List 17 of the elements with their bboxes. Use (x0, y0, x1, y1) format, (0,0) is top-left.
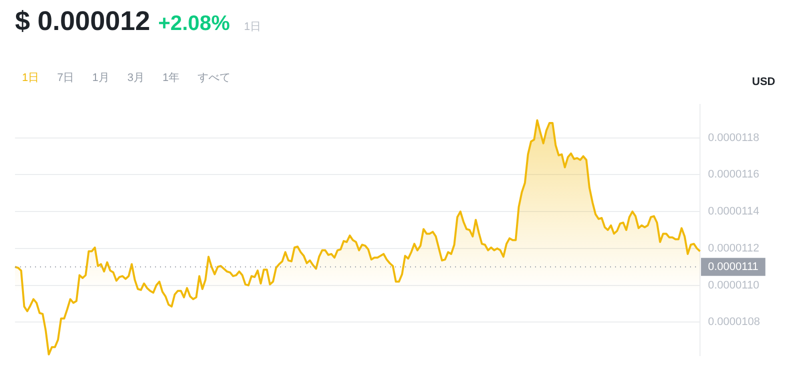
text: すべて (198, 71, 231, 85)
y-tick-label: 0.0000116 (708, 168, 760, 181)
y-axis-title: USD (752, 76, 776, 88)
text: 1日 (22, 71, 40, 85)
text: 1月 (92, 71, 110, 85)
y-tick-label: 0.0000118 (708, 132, 760, 144)
text: 1日 (244, 20, 262, 34)
ref-line-label: 0.0000111 (708, 260, 758, 273)
text: 1年 (162, 71, 180, 85)
text: 3月 (127, 71, 144, 85)
text: 7日 (57, 71, 74, 85)
y-tick-label: 0.0000108 (708, 316, 760, 328)
chart-subtitle: +2.08% (158, 12, 230, 36)
y-tick-label: 0.0000112 (708, 242, 760, 254)
y-tick-label: 0.0000114 (708, 206, 760, 218)
chart-title: $ 0.000012 (15, 6, 150, 37)
y-tick-label: 0.0000110 (708, 279, 760, 292)
